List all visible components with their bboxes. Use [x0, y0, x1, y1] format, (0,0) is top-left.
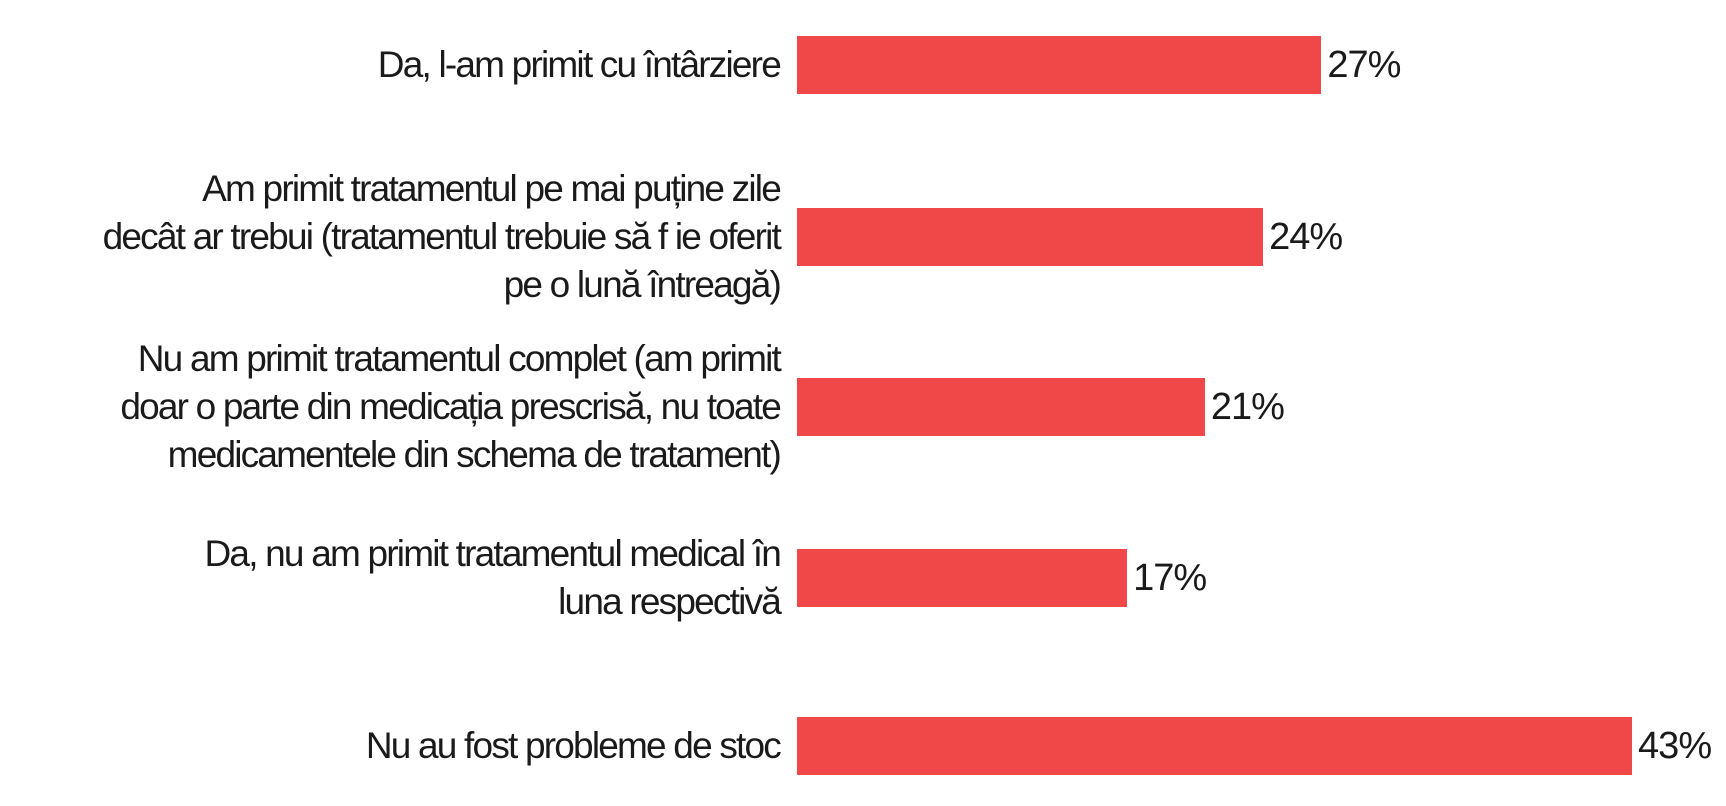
category-label-line: Nu au fost probleme de stoc — [365, 725, 782, 766]
category-label-line: Nu am primit tratamentul complet (am pri… — [137, 338, 782, 379]
category-label-line: doar o parte din medicația prescrisă, nu… — [120, 386, 781, 427]
data-label: 17% — [1133, 557, 1207, 599]
category-label-line: luna respectivă — [558, 581, 782, 622]
bar — [797, 378, 1205, 436]
category-label: Am primit tratamentul pe mai puține zile… — [0, 165, 782, 309]
category-label-line: decât ar trebui (tratamentul trebuie să … — [102, 216, 782, 257]
data-label: 43% — [1638, 725, 1712, 767]
category-label: Da, nu am primit tratamentul medical în l… — [0, 530, 782, 626]
data-label: 27% — [1327, 44, 1401, 86]
category-label-line: Da, nu am primit tratamentul medical în — [204, 533, 782, 574]
category-label: Nu au fost probleme de stoc — [0, 722, 782, 770]
bar — [797, 717, 1633, 775]
category-label: Nu am primit tratamentul complet (am pri… — [0, 335, 782, 479]
bar — [797, 36, 1322, 94]
bar — [797, 208, 1264, 266]
bar — [797, 549, 1128, 607]
data-label: 24% — [1269, 216, 1343, 258]
category-label-line: medicamentele din schema de tratament) — [167, 434, 782, 475]
data-label: 21% — [1210, 386, 1285, 428]
category-label: Da, l-am primit cu întârziere — [0, 41, 782, 89]
category-label-line: Am primit tratamentul pe mai puține zile — [202, 168, 782, 209]
category-label-line: Da, l-am primit cu întârziere — [377, 44, 782, 85]
category-label-line: pe o lună întreagă) — [503, 264, 782, 305]
